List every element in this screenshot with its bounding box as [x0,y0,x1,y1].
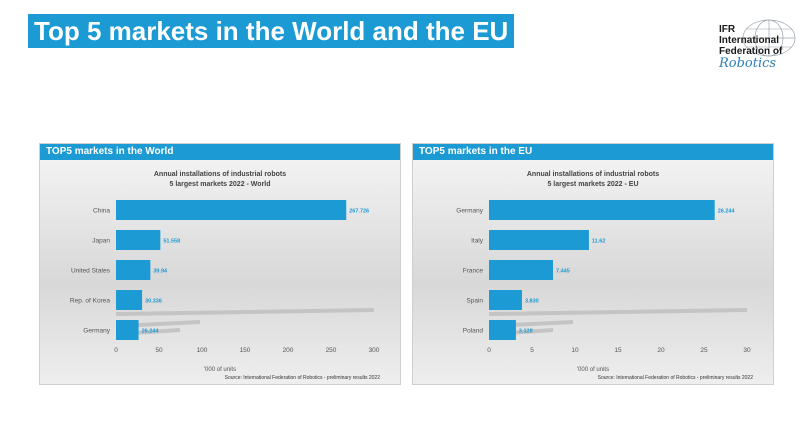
eu-chart-background [413,160,773,384]
category-label: Spain [466,298,483,305]
category-label: Germany [83,328,110,335]
bar-shadow [489,308,747,316]
data-label: 11.62 [592,239,605,245]
category-label: Italy [471,238,484,245]
bar-france [489,260,554,280]
data-label: 267.726 [349,209,369,215]
eu-chart-panel: TOP5 markets in the EU Annual installati… [412,143,774,385]
eu-chart-header: TOP5 markets in the EU [413,144,773,160]
data-label: 26.244 [718,209,736,215]
bar-japan [116,230,161,250]
x-tick-label: 0 [114,347,118,354]
x-tick-label: 10 [571,347,579,354]
logo-text-federation: Federation of [719,46,783,57]
logo-text-robotics: Robotics [719,56,777,71]
eu-bar-chart: Annual installations of industrial robot… [456,171,754,381]
chart-subtitle: 5 largest markets 2022 - World [169,181,270,188]
ifr-logo: IFR International Federation of Robotics [713,18,797,76]
world-chart-header: TOP5 markets in the World [40,144,400,160]
bar-germany [116,320,139,340]
x-tick-label: 20 [657,347,665,354]
x-tick-label: 30 [743,347,751,354]
x-tick-label: 50 [155,347,163,354]
bar-germany [489,200,715,220]
x-tick-label: 200 [283,347,294,354]
category-label: United States [71,268,111,275]
data-label: 26.244 [142,329,160,335]
category-label: China [93,208,110,215]
data-label: 3.830 [525,299,539,305]
x-tick-label: 15 [614,347,622,354]
logo-text-ifr: IFR [719,24,736,35]
category-label: Rep. of Korea [70,298,110,305]
source-note: Source: International Federation of Robo… [225,375,381,381]
data-label: 39.94 [153,269,168,275]
chart-title: Annual installations of industrial robot… [527,171,659,178]
category-label: Poland [463,328,484,335]
bar-spain [489,290,522,310]
x-tick-label: 5 [530,347,534,354]
x-tick-label: 300 [369,347,380,354]
category-label: France [463,268,484,275]
slide-title: Top 5 markets in the World and the EU [28,14,515,48]
bar-china [116,200,347,220]
bar-united-states [116,260,151,280]
bar-poland [489,320,516,340]
bar-italy [489,230,589,250]
data-label: 51.558 [163,239,180,245]
category-label: Germany [456,208,483,215]
chart-subtitle: 5 largest markets 2022 - EU [547,181,638,188]
data-label: 30.336 [145,299,162,305]
data-label: 7.445 [556,269,570,275]
x-tick-label: 250 [326,347,337,354]
x-tick-label: 0 [487,347,491,354]
world-bar-chart: Annual installations of industrial robot… [70,171,381,381]
world-chart-background [40,160,400,384]
category-label: Japan [92,238,110,245]
source-note: Source: International Federation of Robo… [598,375,754,381]
x-axis-label: '000 of units [577,367,609,373]
x-tick-label: 100 [197,347,208,354]
x-tick-label: 25 [700,347,708,354]
chart-title: Annual installations of industrial robot… [154,171,286,178]
x-tick-label: 150 [240,347,251,354]
x-axis-label: '000 of units [204,367,236,373]
globe-icon [742,19,796,57]
bar-shadow [116,308,374,316]
bar-rep-of-korea [116,290,143,310]
world-chart-panel: TOP5 markets in the World Annual install… [39,143,401,385]
logo-text-international: International [719,35,780,46]
data-label: 3.128 [519,329,533,335]
